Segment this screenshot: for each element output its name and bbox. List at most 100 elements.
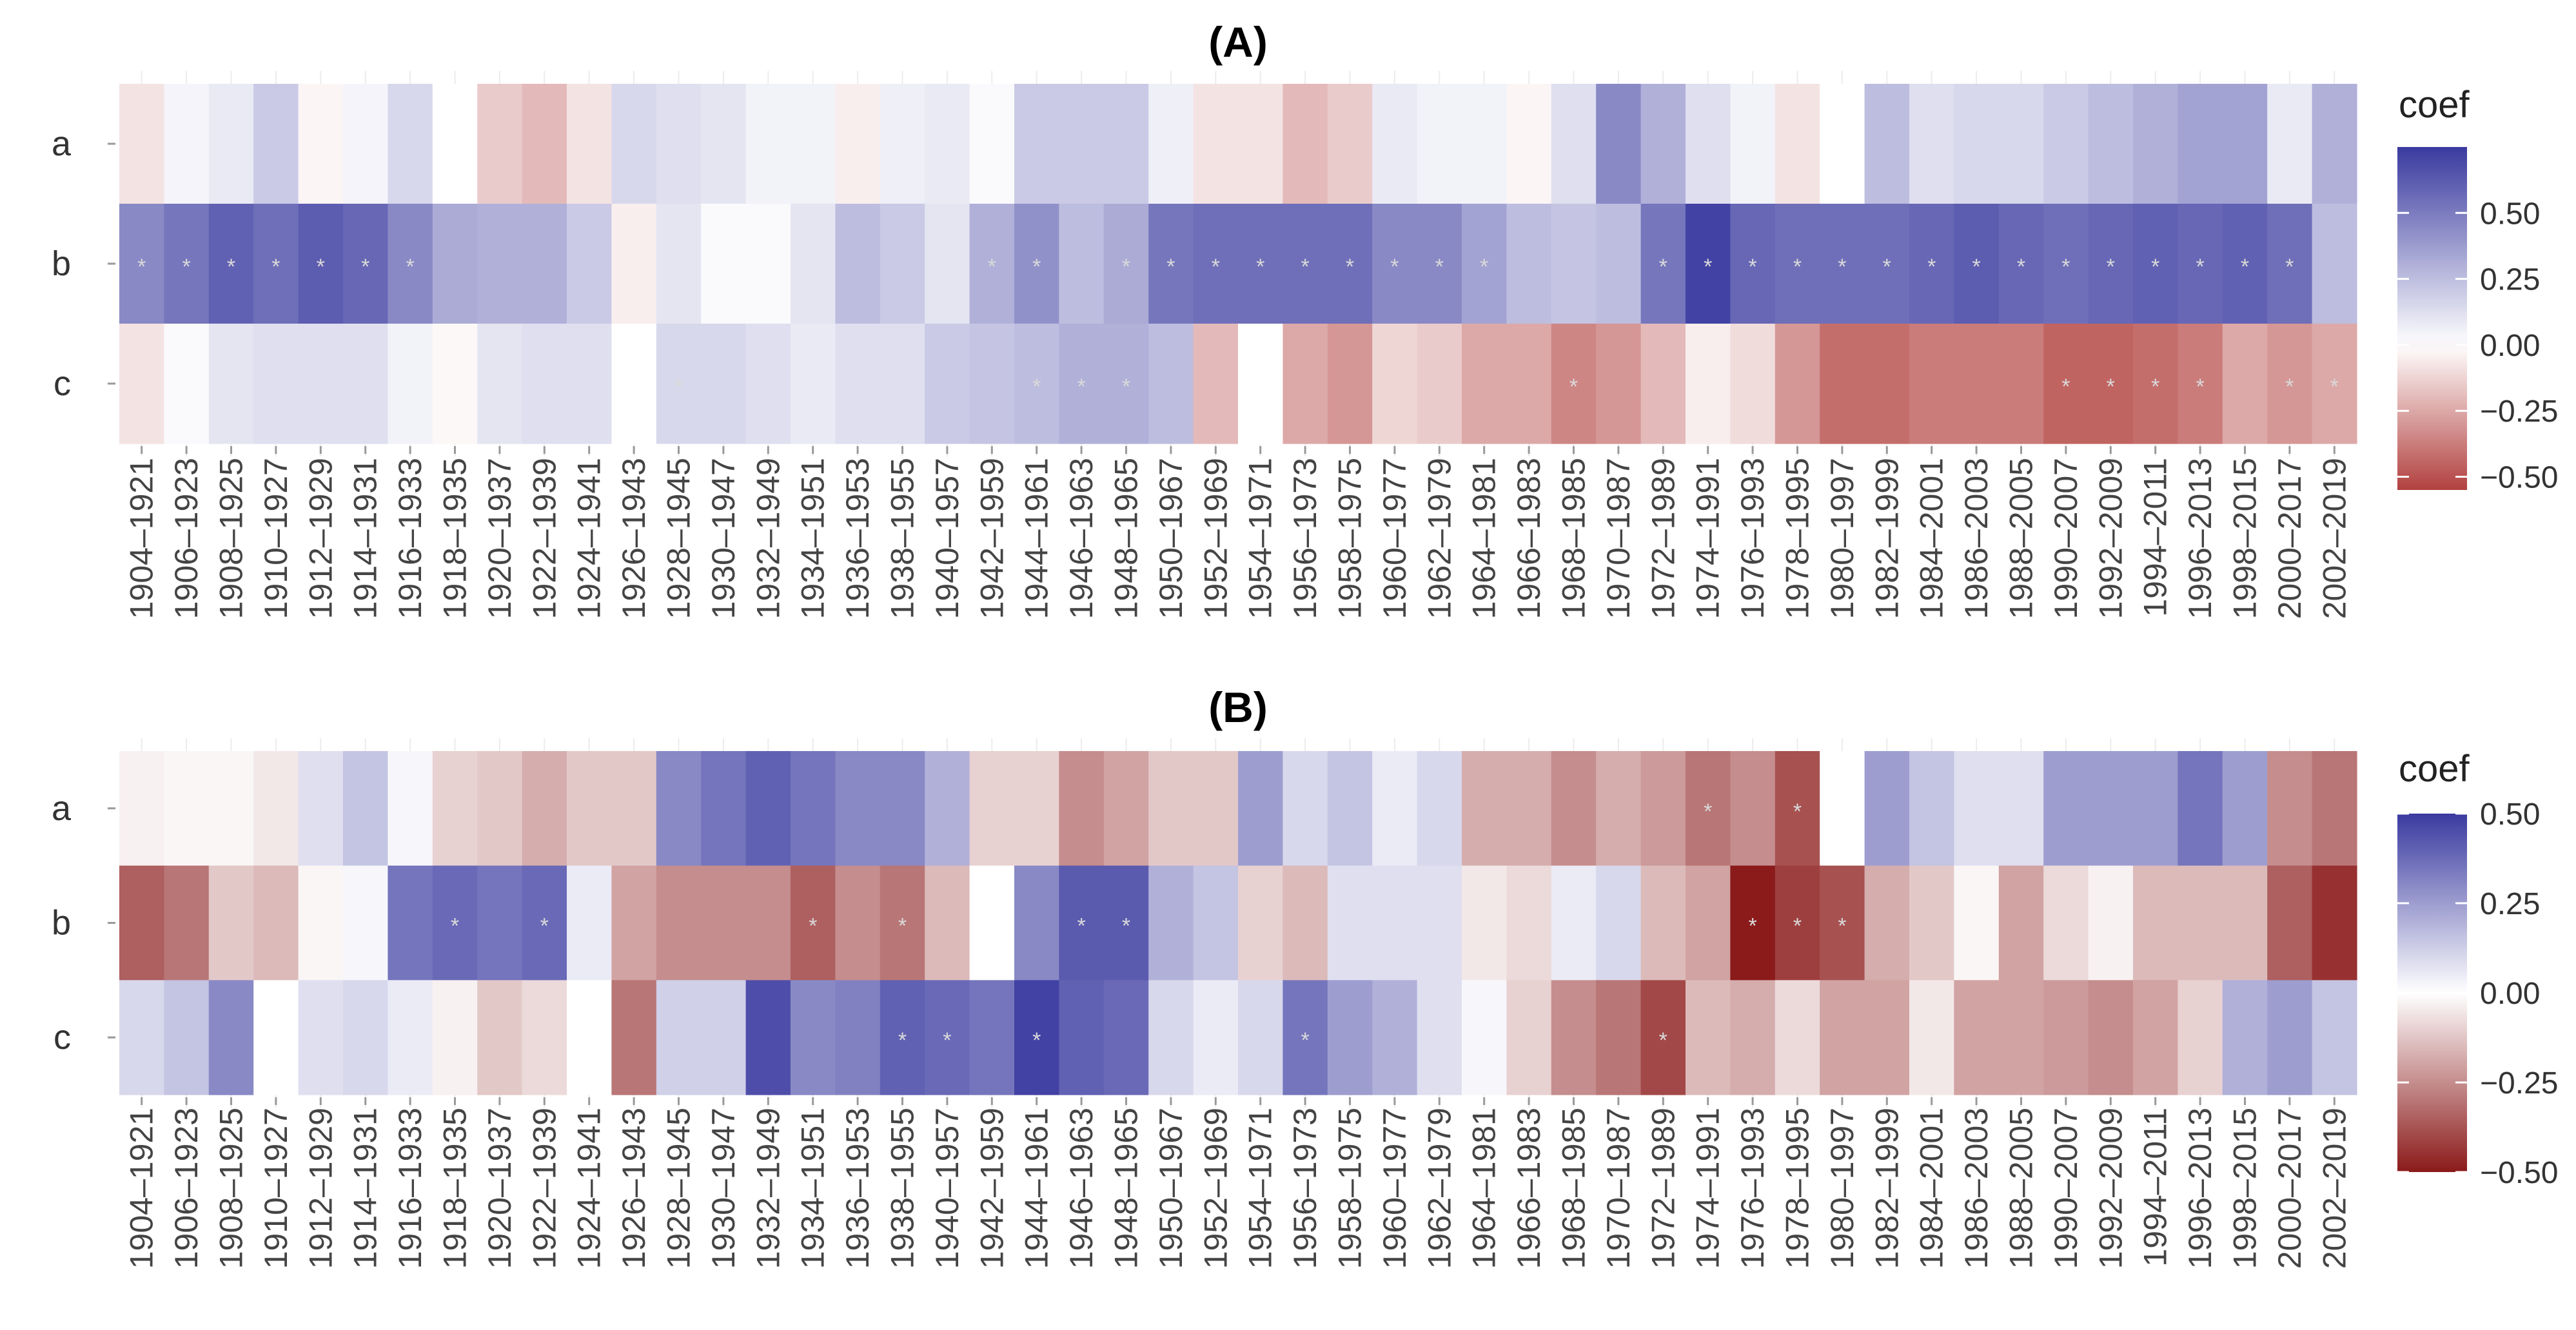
heatmap-cell <box>1014 980 1059 1095</box>
heatmap-cell <box>253 751 299 866</box>
heatmap-cell <box>969 324 1015 444</box>
heatmap-cell <box>1417 751 1462 866</box>
column-label: 1970–1987 <box>1600 1108 1637 1269</box>
heatmap-cell <box>298 751 344 866</box>
heatmap-cell <box>611 751 657 866</box>
heatmap-cell <box>835 865 881 981</box>
significance-marker: * <box>1032 255 1041 279</box>
heatmap-cell <box>2133 980 2178 1095</box>
column-label: 1904–1921 <box>124 1108 160 1269</box>
heatmap-cell <box>1283 84 1328 204</box>
heatmap-cell <box>1372 324 1418 444</box>
heatmap-cell <box>477 324 523 444</box>
heatmap-cell <box>388 980 433 1095</box>
heatmap-cell <box>1864 751 1910 866</box>
column-label: 1946–1963 <box>1063 1108 1099 1269</box>
heatmap-cell <box>1193 980 1239 1095</box>
heatmap-cell <box>1820 751 1865 866</box>
heatmap-cell <box>2088 865 2134 981</box>
column-label: 1992–2009 <box>2092 458 2129 619</box>
heatmap-cell <box>119 865 164 981</box>
heatmap-cell <box>432 980 478 1095</box>
heatmap-cell <box>1820 324 1865 444</box>
significance-marker: * <box>2196 375 2204 399</box>
column-label: 1972–1989 <box>1645 1108 1681 1269</box>
row-label: a <box>52 789 72 828</box>
column-label: 1944–1961 <box>1019 458 1055 619</box>
heatmap-cell <box>2312 84 2357 204</box>
heatmap-cell <box>2312 204 2357 324</box>
heatmap-cell <box>1103 751 1149 866</box>
heatmap-cell <box>522 324 567 444</box>
heatmap-cell <box>925 865 970 981</box>
column-label: 1922–1939 <box>526 1108 562 1269</box>
heatmap-cell <box>1864 865 1910 981</box>
heatmap-cell <box>119 84 164 204</box>
heatmap-panel-b: (B) * * * * * * * * * * * * * * * * a b c 1904–1921 1906–1923… <box>52 683 2559 1269</box>
column-label: 1964–1981 <box>1466 1108 1502 1269</box>
heatmap-cell <box>432 865 478 981</box>
column-label: 1918–1935 <box>437 1108 473 1269</box>
heatmap-cell <box>1238 204 1283 324</box>
row-label: b <box>52 904 71 943</box>
heatmap-cell <box>1775 84 1820 204</box>
heatmap-cell <box>208 84 254 204</box>
heatmap-cell <box>925 980 970 1095</box>
heatmap-cell <box>656 980 702 1095</box>
column-label: 1968–1985 <box>1556 458 1592 619</box>
column-label: 1910–1927 <box>258 1108 294 1269</box>
column-label: 1938–1955 <box>885 458 921 619</box>
heatmap-cell <box>925 751 970 866</box>
significance-marker: * <box>1301 1028 1309 1053</box>
column-label: 1962–1979 <box>1421 1108 1457 1269</box>
significance-marker: * <box>1077 914 1085 939</box>
row-label: b <box>52 244 71 283</box>
heatmap-cell <box>208 751 254 866</box>
legend-tick-label: 0.50 <box>2480 197 2540 231</box>
heatmap-cell <box>1730 751 1776 866</box>
heatmap-cell <box>1059 324 1105 444</box>
heatmap-cell <box>745 865 791 981</box>
significance-marker: * <box>1122 914 1130 939</box>
column-label: 1984–2001 <box>1914 1108 1950 1269</box>
heatmap-cell <box>1283 865 1328 981</box>
heatmap-cell <box>1954 324 2000 444</box>
heatmap-cell <box>969 980 1015 1095</box>
column-label: 1998–2015 <box>2227 1108 2263 1269</box>
heatmap-cell <box>2043 980 2089 1095</box>
heatmap-cell <box>1327 324 1373 444</box>
heatmap-cell <box>2222 751 2268 866</box>
heatmap-cell <box>745 751 791 866</box>
heatmap-cell <box>835 980 881 1095</box>
column-label: 1998–2015 <box>2227 458 2263 619</box>
heatmap-cell <box>1462 980 1507 1095</box>
heatmap-cell <box>1640 324 1686 444</box>
column-label: 1926–1943 <box>616 1108 652 1269</box>
column-label: 1908–1925 <box>213 1108 250 1269</box>
heatmap-cell <box>208 980 254 1095</box>
heatmap-cell <box>2088 980 2134 1095</box>
heatmap-cell <box>2267 84 2313 204</box>
heatmap-cell <box>1148 980 1194 1095</box>
significance-marker: * <box>1883 255 1891 279</box>
heatmap-cell <box>611 204 657 324</box>
heatmap-cell <box>164 865 210 981</box>
heatmap-cell <box>701 324 747 444</box>
heatmap-cell <box>253 204 299 324</box>
heatmap-cell <box>298 324 344 444</box>
column-label: 1940–1957 <box>929 1108 965 1269</box>
heatmap-cell <box>2133 324 2178 444</box>
heatmap-cell <box>745 84 791 204</box>
heatmap-cell <box>119 324 164 444</box>
column-label: 1970–1987 <box>1600 458 1637 619</box>
heatmap-cell <box>2178 204 2223 324</box>
column-label: 1924–1941 <box>571 1108 607 1269</box>
heatmap-cell <box>969 204 1015 324</box>
heatmap-cell <box>1775 980 1820 1095</box>
heatmap-cell <box>701 84 747 204</box>
column-label: 1948–1965 <box>1108 458 1145 619</box>
column-label: 1910–1927 <box>258 458 294 619</box>
significance-marker: * <box>2241 255 2249 279</box>
heatmap-cell <box>835 751 881 866</box>
legend-tick-label: −0.25 <box>2480 1066 2558 1100</box>
